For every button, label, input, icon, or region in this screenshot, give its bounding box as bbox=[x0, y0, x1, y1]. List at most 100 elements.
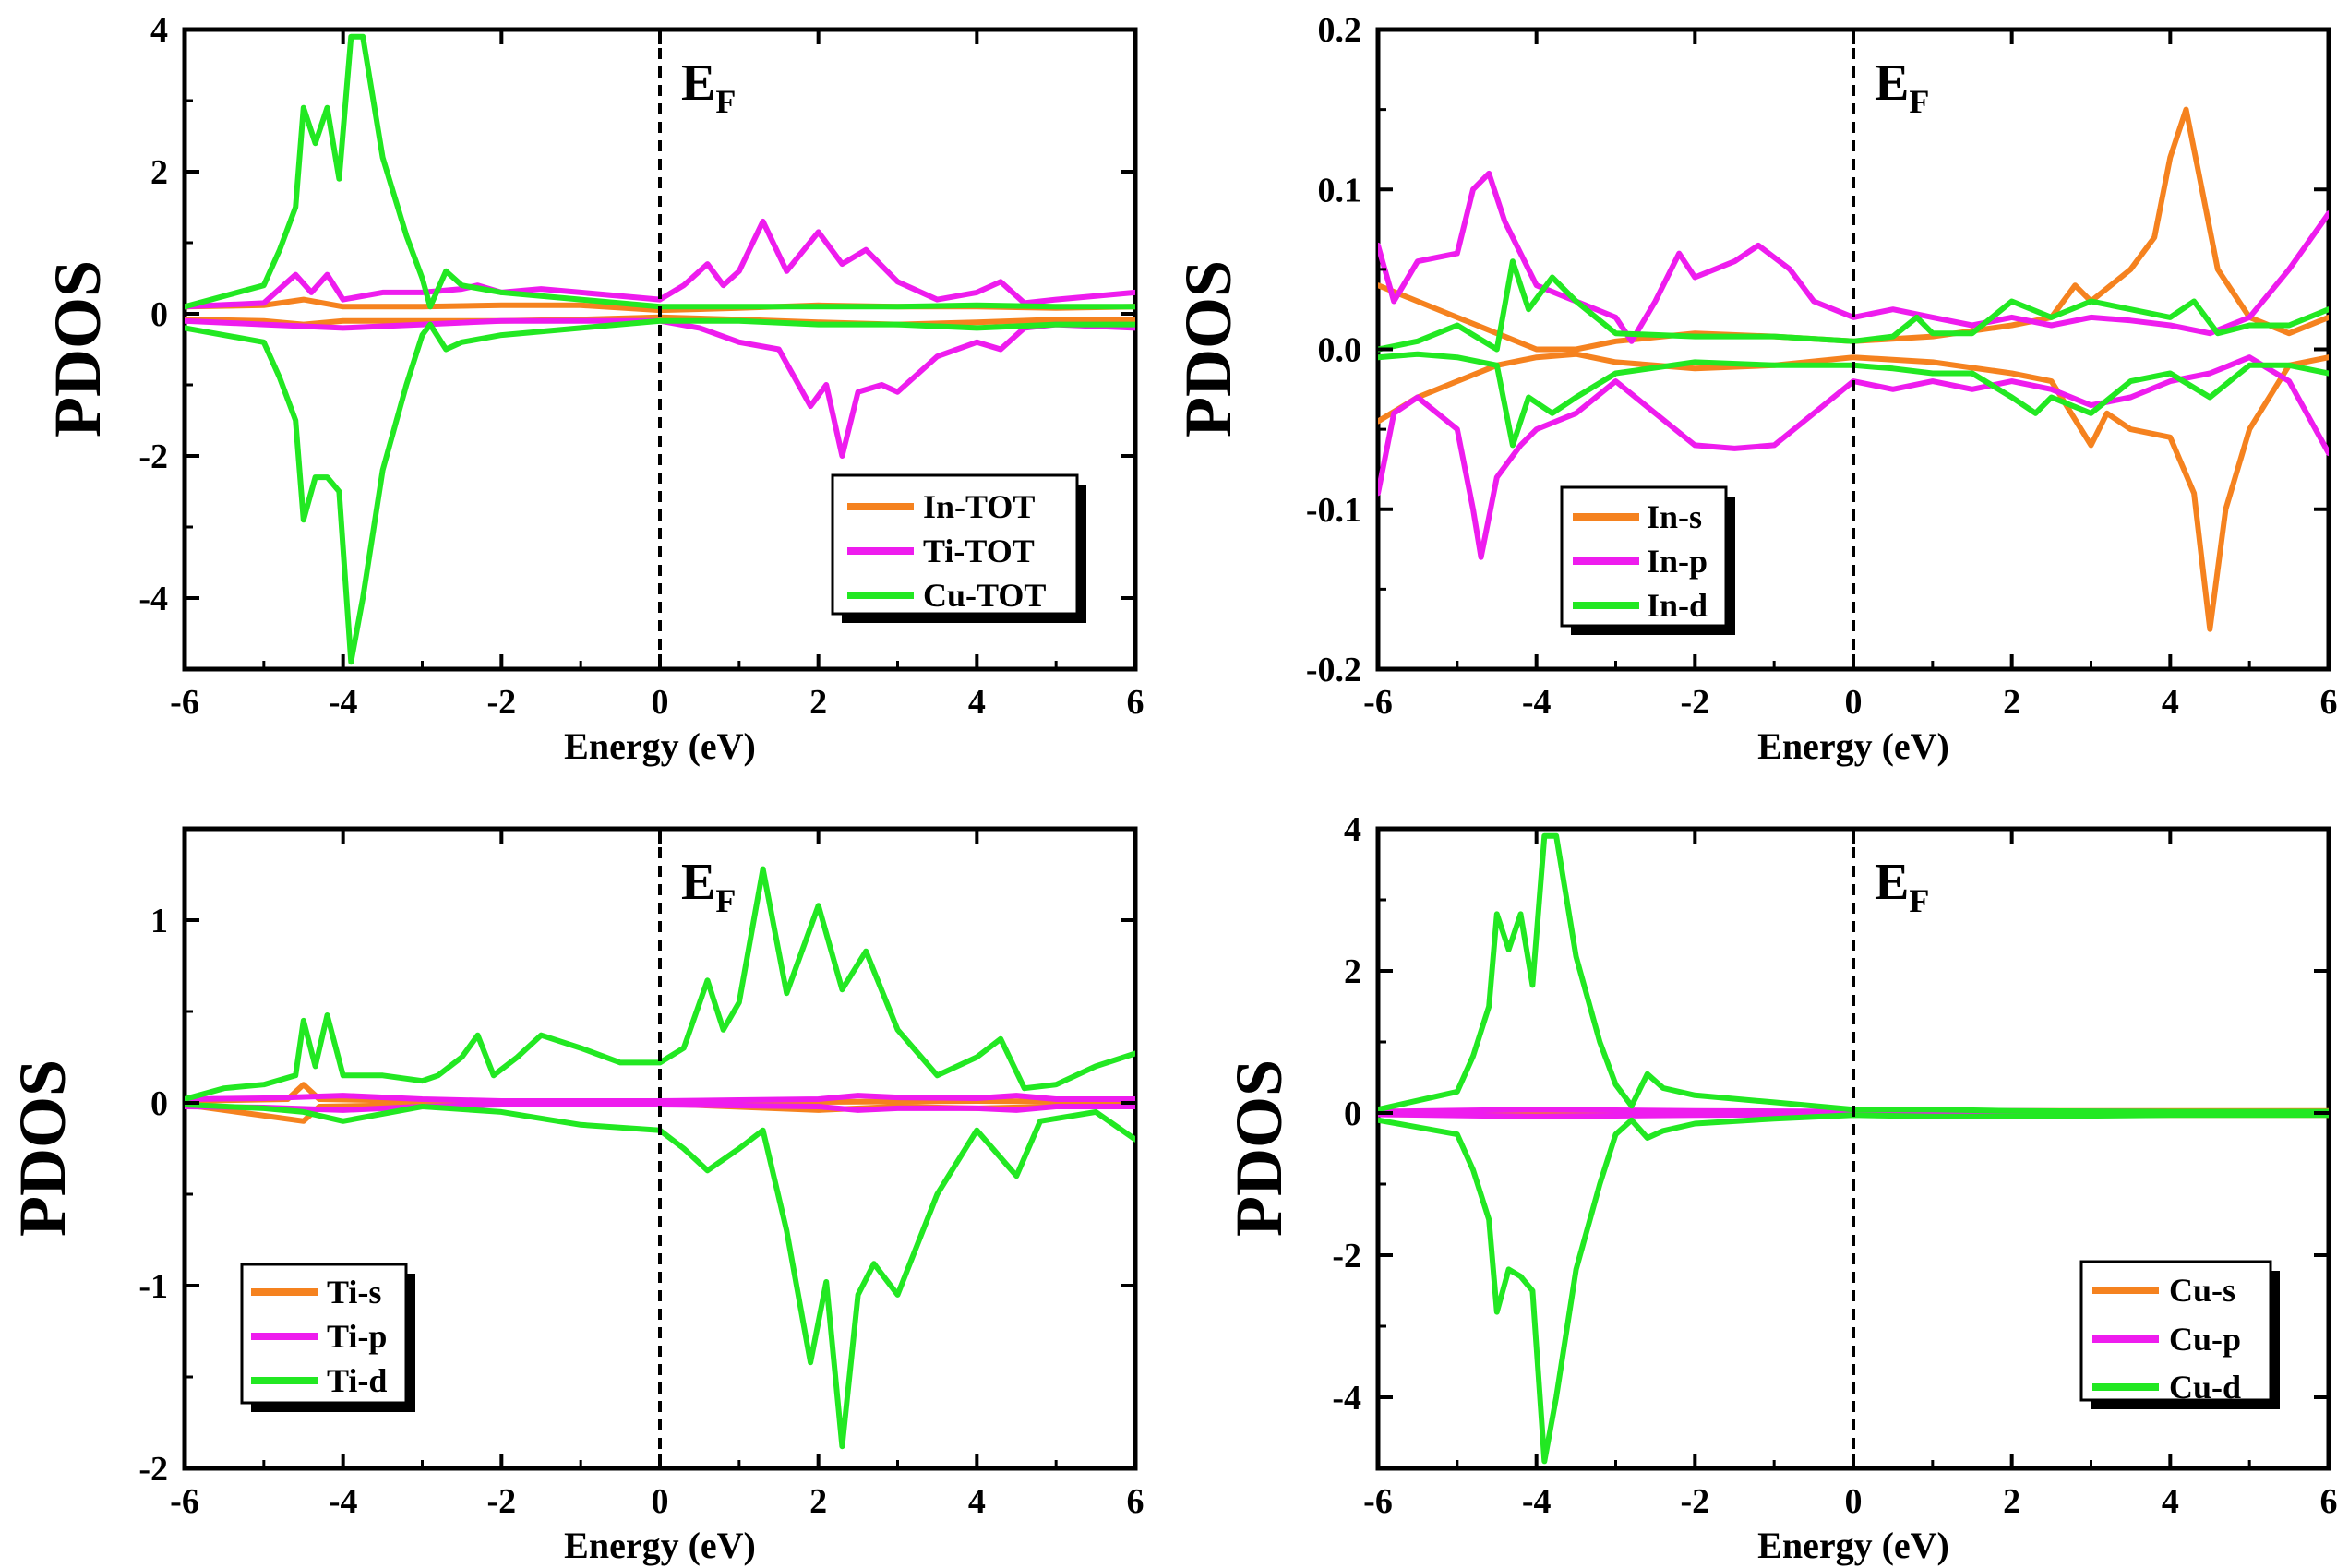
x-tick-label: 2 bbox=[2003, 1482, 2020, 1521]
y-tick-label: 2 bbox=[1344, 952, 1361, 991]
series-ti-p-spin-up bbox=[185, 1093, 1135, 1104]
y-tick-label: -0.1 bbox=[1306, 491, 1361, 530]
y-tick-label: -2 bbox=[138, 437, 168, 476]
legend-label-cu-p: Cu-p bbox=[2169, 1321, 2241, 1358]
series-cu-tot-spin-down bbox=[185, 317, 1135, 665]
y-tick-label: -2 bbox=[1332, 1237, 1361, 1275]
legend-box bbox=[831, 473, 1079, 616]
x-tick-label: 4 bbox=[2162, 683, 2179, 722]
ticks: -6 -4 -2 0 2 4 6 -0.2 -0.1 0.0 0.1 0.2 bbox=[1306, 11, 2338, 722]
fermi-label-sub: F bbox=[1909, 882, 1929, 919]
x-tick-label: 0 bbox=[1845, 683, 1863, 722]
legend-label-cu-tot: Cu-TOT bbox=[923, 577, 1046, 614]
x-tick-label: 2 bbox=[809, 1482, 827, 1521]
fermi-label: EF bbox=[681, 854, 736, 919]
series-in-p-spin-up bbox=[1378, 170, 2329, 344]
legend-label-in-s: In-s bbox=[1647, 498, 1702, 535]
y-tick-label: -2 bbox=[138, 1450, 168, 1489]
y-tick-label: 1 bbox=[150, 902, 168, 940]
x-tick-label: -4 bbox=[329, 1482, 358, 1521]
legend-label-in-tot: In-TOT bbox=[923, 488, 1035, 525]
y-axis-label: PDOS bbox=[41, 260, 114, 437]
x-axis-label: Energy (eV) bbox=[1757, 725, 1949, 767]
x-tick-label: -4 bbox=[1522, 1482, 1552, 1521]
x-tick-label: 2 bbox=[2003, 683, 2020, 722]
x-tick-label: 0 bbox=[652, 1482, 669, 1521]
y-tick-label: -4 bbox=[138, 580, 168, 618]
x-axis-label: Energy (eV) bbox=[564, 1525, 756, 1566]
fermi-label-sub: F bbox=[715, 83, 736, 120]
x-tick-label: 6 bbox=[2320, 1482, 2338, 1521]
series-cu-tot-spin-up bbox=[185, 33, 1135, 310]
series-in-p-spin-down bbox=[1378, 354, 2329, 560]
curves bbox=[185, 866, 1135, 1450]
x-tick-label: 4 bbox=[2162, 1482, 2179, 1521]
y-axis-label: PDOS bbox=[6, 1059, 79, 1237]
series-ti-tot-spin-up bbox=[185, 218, 1135, 310]
y-tick-label: 0.1 bbox=[1318, 171, 1362, 209]
y-tick-label: 2 bbox=[150, 153, 168, 192]
y-tick-label: 0.0 bbox=[1318, 331, 1362, 370]
x-tick-label: -6 bbox=[1363, 1482, 1393, 1521]
y-tick-label: -0.2 bbox=[1306, 651, 1361, 689]
x-tick-label: -4 bbox=[329, 683, 358, 722]
legend-label-cu-d: Cu-d bbox=[2169, 1369, 2241, 1406]
x-tick-label: 2 bbox=[809, 683, 827, 722]
fermi-label-main: E bbox=[1875, 854, 1909, 911]
panel-bottom-left: -6 -4 -2 0 2 4 6 -2 -1 0 1 EF PDOS Energy (eV) Ti-… bbox=[6, 826, 1145, 1566]
series-cu-d-spin-down bbox=[1378, 1112, 2329, 1465]
series-cu-d-spin-up bbox=[1378, 832, 2329, 1115]
y-tick-label: 4 bbox=[1344, 810, 1361, 849]
legend-label-in-p: In-p bbox=[1647, 543, 1708, 580]
x-tick-label: 4 bbox=[968, 1482, 986, 1521]
legend-label-ti-s: Ti-s bbox=[327, 1274, 381, 1311]
y-tick-label: 4 bbox=[150, 11, 168, 50]
legend: In-TOT Ti-TOT Cu-TOT bbox=[831, 473, 1086, 623]
legend: In-s In-p In-d bbox=[1560, 485, 1735, 635]
series-ti-tot-spin-down bbox=[185, 317, 1135, 459]
x-tick-label: -6 bbox=[170, 1482, 199, 1521]
series-ti-p-spin-down bbox=[185, 1102, 1135, 1113]
ticks: -6 -4 -2 0 2 4 6 -2 -1 0 1 bbox=[138, 829, 1145, 1521]
x-tick-label: -2 bbox=[487, 1482, 517, 1521]
x-tick-label: -6 bbox=[1363, 683, 1393, 722]
ticks: -6 -4 -2 0 2 4 6 -4 -2 0 2 4 bbox=[138, 11, 1144, 722]
fermi-label-main: E bbox=[681, 854, 715, 911]
x-tick-label: -2 bbox=[1681, 1482, 1710, 1521]
curves bbox=[185, 33, 1135, 665]
legend-label-ti-p: Ti-p bbox=[327, 1318, 387, 1355]
legend-box bbox=[2079, 1260, 2272, 1402]
panel-top-left: -6 -4 -2 0 2 4 6 -4 -2 0 2 4 EF PDOS Energy (eV) In… bbox=[41, 11, 1145, 767]
legend-label-ti-d: Ti-d bbox=[327, 1362, 387, 1399]
ticks: -6 -4 -2 0 2 4 6 -4 -2 0 2 4 bbox=[1332, 810, 2337, 1521]
fermi-label: EF bbox=[1875, 854, 1929, 919]
fermi-label-main: E bbox=[681, 54, 715, 112]
series-ti-d-spin-up bbox=[185, 866, 1135, 1102]
panel-bottom-right: -6 -4 -2 0 2 4 6 -4 -2 0 2 4 EF PDOS Energy (eV) Cu… bbox=[1222, 810, 2338, 1566]
y-tick-label: 0 bbox=[1344, 1095, 1361, 1133]
legend-label-in-d: In-d bbox=[1647, 587, 1708, 624]
y-tick-label: -1 bbox=[138, 1267, 168, 1306]
x-tick-label: 0 bbox=[1845, 1482, 1863, 1521]
legend-label-ti-tot: Ti-TOT bbox=[923, 533, 1035, 569]
x-tick-label: 4 bbox=[968, 683, 986, 722]
fermi-label: EF bbox=[681, 54, 736, 120]
y-axis-label: PDOS bbox=[1171, 260, 1245, 437]
series-in-d-spin-down bbox=[1378, 351, 2329, 449]
fermi-label: EF bbox=[1875, 54, 1929, 120]
x-tick-label: 6 bbox=[1127, 1482, 1145, 1521]
series-in-s-spin-down bbox=[1378, 351, 2329, 632]
fermi-label-sub: F bbox=[1909, 83, 1929, 120]
y-tick-label: -4 bbox=[1332, 1379, 1361, 1418]
legend-label-cu-s: Cu-s bbox=[2169, 1272, 2235, 1309]
fermi-label-sub: F bbox=[715, 882, 736, 919]
x-tick-label: -6 bbox=[170, 683, 199, 722]
legend: Cu-s Cu-p Cu-d bbox=[2079, 1260, 2280, 1409]
series-in-d-spin-up bbox=[1378, 258, 2329, 353]
curves bbox=[1378, 106, 2329, 632]
x-tick-label: -4 bbox=[1522, 683, 1552, 722]
x-tick-label: 6 bbox=[1127, 683, 1145, 722]
x-tick-label: 0 bbox=[652, 683, 669, 722]
series-ti-d-spin-down bbox=[185, 1102, 1135, 1450]
